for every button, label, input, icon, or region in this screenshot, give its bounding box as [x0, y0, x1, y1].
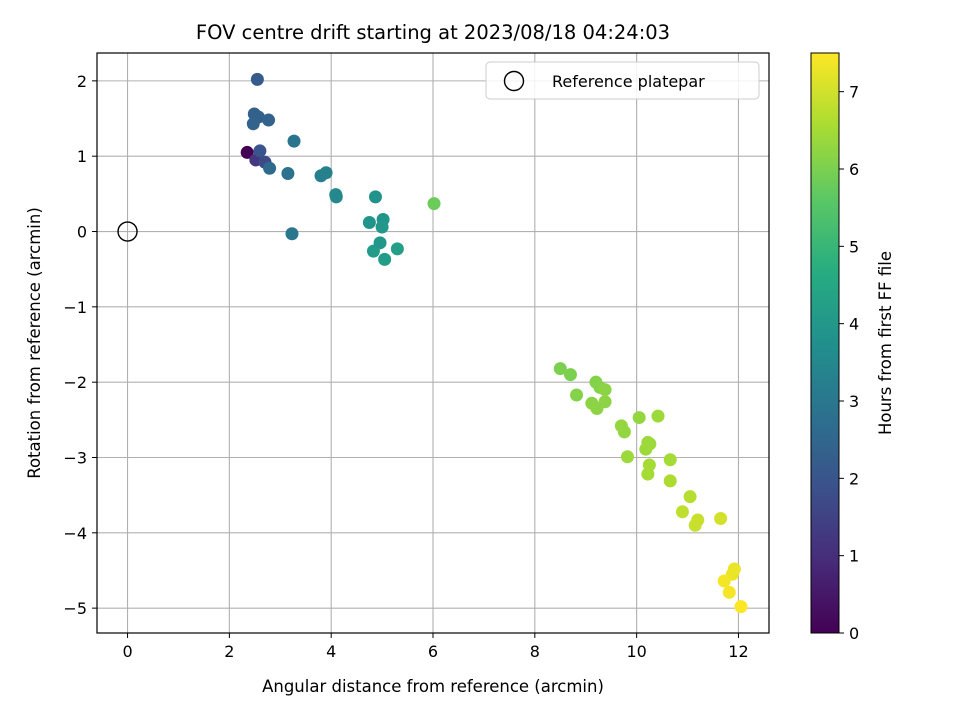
colorbar-gradient: [810, 52, 840, 634]
y-tick-label: −2: [63, 373, 87, 392]
legend-box: [485, 61, 760, 100]
data-point: [641, 467, 655, 481]
data-point: [663, 453, 677, 467]
data-point: [246, 117, 260, 131]
data-point: [378, 252, 392, 266]
colorbar-tick-label: 4: [849, 315, 859, 334]
x-tick-label: 8: [530, 642, 540, 661]
colorbar-tick-label: 6: [849, 160, 859, 179]
colorbar-label: Hours from first FF file: [876, 251, 895, 435]
chart-title: FOV centre drift starting at 2023/08/18 …: [196, 21, 670, 44]
colorbar-tick-label: 2: [849, 469, 859, 488]
y-tick-label: −3: [63, 448, 87, 467]
data-point: [717, 574, 731, 588]
y-tick-label: −1: [63, 298, 87, 317]
colorbar-tick-label: 1: [849, 547, 859, 566]
x-tick-label: 6: [428, 642, 438, 661]
plot-frame: [96, 52, 770, 634]
colorbar: 0 1 2 3 4 5 6 7 Hours from first FF file: [810, 52, 895, 643]
x-tick-label: 0: [122, 642, 132, 661]
data-point: [368, 190, 382, 204]
y-axis-label: Rotation from reference (arcmin): [25, 207, 44, 479]
data-point: [563, 368, 577, 382]
data-point: [632, 411, 646, 425]
data-point: [620, 450, 634, 464]
grid-lines: [97, 53, 769, 633]
data-point: [598, 383, 612, 397]
legend: Reference platepar: [485, 61, 760, 100]
data-point: [263, 161, 277, 175]
data-point: [427, 197, 441, 211]
reference-marker: [117, 221, 138, 242]
data-point: [319, 166, 333, 180]
data-point: [375, 220, 389, 234]
colorbar-tick-label: 3: [849, 392, 859, 411]
x-tick-label: 4: [326, 642, 336, 661]
data-point: [617, 425, 631, 439]
legend-label-reference: Reference platepar: [552, 72, 705, 91]
data-point: [250, 72, 264, 86]
data-point: [287, 134, 301, 148]
y-tick-label: 2: [77, 72, 87, 91]
data-point: [285, 227, 299, 241]
data-point: [570, 388, 584, 402]
x-tick-label: 10: [626, 642, 646, 661]
colorbar-tick-label: 0: [849, 624, 859, 643]
data-point: [683, 490, 697, 504]
data-point: [714, 512, 728, 526]
data-point: [734, 600, 748, 614]
x-tick-label: 12: [728, 642, 748, 661]
data-point: [366, 244, 380, 258]
colorbar-ticks: 0 1 2 3 4 5 6 7: [839, 83, 859, 643]
data-point: [262, 113, 276, 127]
data-point: [390, 242, 404, 256]
data-point: [329, 190, 343, 204]
x-axis-label: Angular distance from reference (arcmin): [262, 677, 604, 696]
data-point: [643, 437, 657, 451]
data-point: [663, 474, 677, 488]
data-point: [253, 144, 267, 158]
scatter-points: [240, 72, 748, 614]
x-tick-label: 2: [224, 642, 234, 661]
data-point: [651, 409, 665, 423]
data-point: [722, 585, 736, 599]
data-point: [553, 362, 567, 376]
y-tick-label: −4: [63, 524, 87, 543]
y-tick-label: 0: [77, 223, 87, 242]
data-point: [281, 167, 295, 181]
data-point: [675, 505, 689, 519]
x-axis-ticks: 0 2 4 6 8 10 12: [122, 633, 749, 661]
y-tick-label: −5: [63, 599, 87, 618]
y-tick-label: 1: [77, 147, 87, 166]
colorbar-tick-label: 5: [849, 237, 859, 256]
data-point: [598, 395, 612, 409]
data-point: [240, 145, 254, 159]
data-point: [688, 518, 702, 532]
data-point: [362, 215, 376, 229]
y-axis-ticks: 2 1 0 −1 −2 −3 −4 −5: [63, 72, 97, 618]
legend-marker-reference: [503, 70, 525, 92]
colorbar-tick-label: 7: [849, 83, 859, 102]
